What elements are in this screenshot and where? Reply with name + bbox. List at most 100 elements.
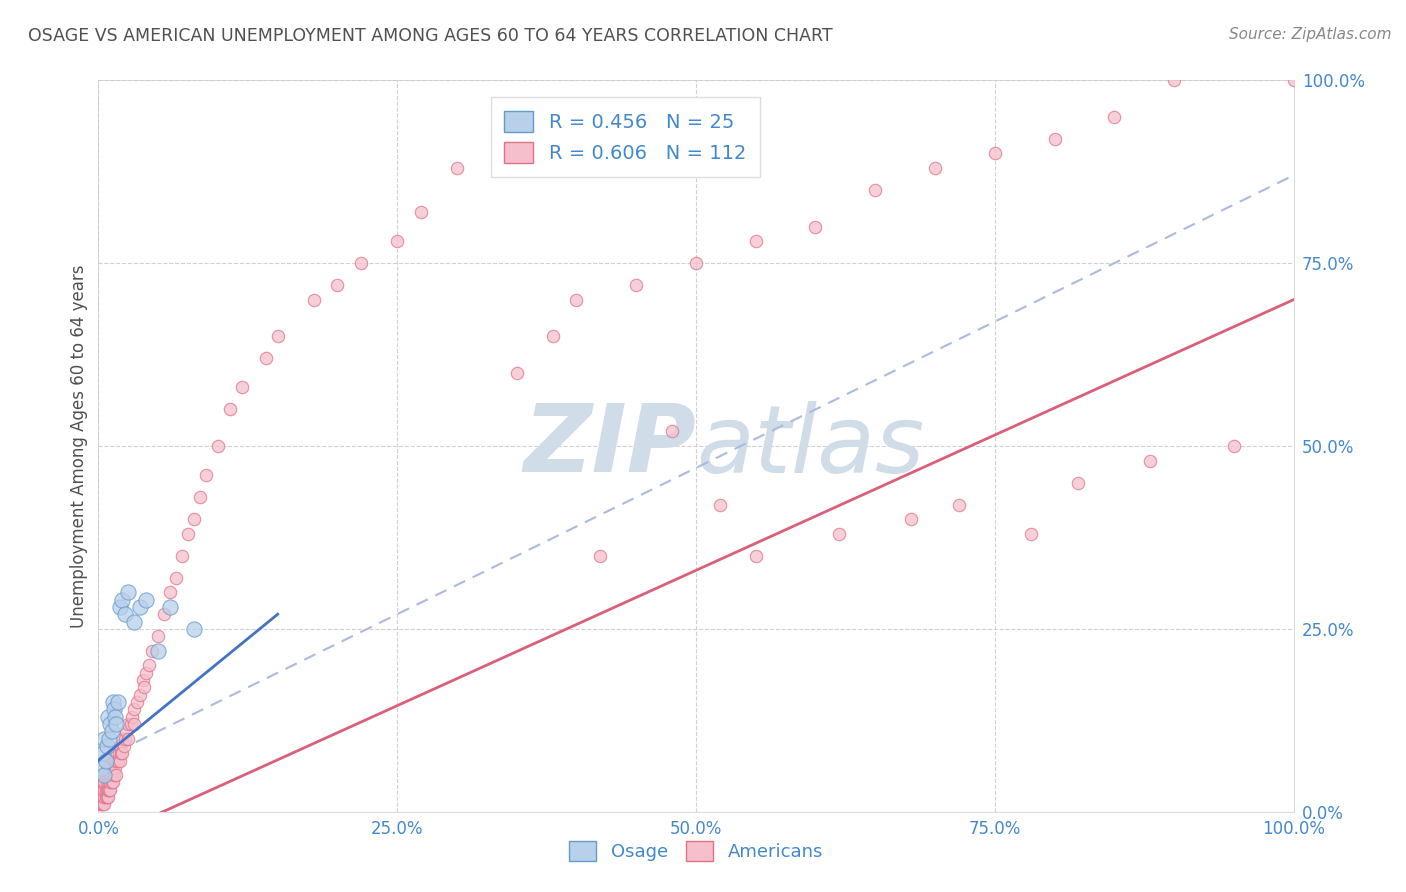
- Point: [112, 739, 135, 753]
- Point: [1102, 110, 1125, 124]
- Point: [94, 768, 117, 782]
- Point: [685, 256, 707, 270]
- Point: [93, 782, 115, 797]
- Point: [98, 782, 121, 797]
- Point: [97, 782, 120, 797]
- Point: [98, 775, 121, 789]
- Point: [91, 761, 114, 775]
- Y-axis label: Unemployment Among Ages 60 to 64 years: Unemployment Among Ages 60 to 64 years: [70, 264, 89, 628]
- Point: [117, 731, 139, 746]
- Point: [91, 782, 114, 797]
- Point: [96, 790, 118, 805]
- Point: [135, 665, 157, 680]
- Point: [96, 761, 118, 775]
- Point: [124, 615, 146, 629]
- Point: [172, 549, 194, 563]
- Point: [93, 775, 115, 789]
- Point: [117, 717, 139, 731]
- Point: [104, 709, 127, 723]
- Point: [94, 790, 117, 805]
- Point: [93, 768, 115, 782]
- Point: [111, 731, 134, 746]
- Point: [148, 629, 170, 643]
- Point: [93, 790, 115, 805]
- Point: [302, 293, 325, 307]
- Point: [385, 234, 409, 248]
- Point: [124, 702, 146, 716]
- Point: [93, 768, 115, 782]
- Point: [101, 695, 124, 709]
- Point: [165, 571, 187, 585]
- Point: [129, 599, 152, 614]
- Point: [90, 790, 112, 805]
- Legend: Osage, Americans: Osage, Americans: [562, 834, 830, 869]
- Text: atlas: atlas: [696, 401, 924, 491]
- Point: [120, 717, 142, 731]
- Point: [98, 754, 122, 768]
- Point: [254, 351, 277, 366]
- Point: [124, 717, 146, 731]
- Point: [1067, 475, 1090, 490]
- Point: [107, 754, 129, 768]
- Point: [131, 673, 153, 687]
- Point: [100, 768, 122, 782]
- Point: [91, 790, 114, 805]
- Point: [111, 592, 134, 607]
- Point: [661, 425, 683, 439]
- Point: [1043, 132, 1066, 146]
- Point: [108, 754, 131, 768]
- Point: [1163, 73, 1185, 87]
- Point: [96, 775, 118, 789]
- Point: [103, 754, 125, 768]
- Point: [103, 768, 125, 782]
- Point: [1282, 73, 1305, 87]
- Point: [129, 688, 152, 702]
- Point: [1222, 439, 1246, 453]
- Point: [105, 754, 128, 768]
- Point: [91, 782, 114, 797]
- Point: [924, 161, 946, 175]
- Text: Source: ZipAtlas.com: Source: ZipAtlas.com: [1229, 27, 1392, 42]
- Point: [98, 782, 122, 797]
- Point: [194, 468, 218, 483]
- Point: [267, 329, 290, 343]
- Point: [141, 644, 163, 658]
- Point: [97, 790, 120, 805]
- Point: [100, 775, 122, 789]
- Point: [91, 790, 114, 805]
- Point: [541, 329, 564, 343]
- Point: [132, 681, 155, 695]
- Point: [159, 599, 181, 614]
- Point: [97, 768, 120, 782]
- Point: [91, 797, 114, 812]
- Point: [745, 234, 768, 248]
- Point: [506, 366, 529, 380]
- Point: [984, 146, 1007, 161]
- Point: [101, 775, 124, 789]
- Point: [148, 644, 170, 658]
- Point: [828, 526, 851, 541]
- Point: [108, 739, 131, 753]
- Point: [94, 754, 117, 768]
- Text: OSAGE VS AMERICAN UNEMPLOYMENT AMONG AGES 60 TO 64 YEARS CORRELATION CHART: OSAGE VS AMERICAN UNEMPLOYMENT AMONG AGE…: [28, 27, 832, 45]
- Point: [105, 768, 128, 782]
- Point: [411, 205, 433, 219]
- Point: [91, 797, 114, 812]
- Point: [1139, 453, 1161, 467]
- Point: [90, 797, 112, 812]
- Point: [104, 761, 127, 775]
- Point: [89, 790, 111, 805]
- Point: [115, 724, 138, 739]
- Point: [114, 607, 136, 622]
- Point: [108, 599, 131, 614]
- Point: [89, 797, 111, 812]
- Point: [110, 746, 132, 760]
- Point: [326, 278, 349, 293]
- Point: [709, 498, 731, 512]
- Point: [107, 695, 129, 709]
- Point: [231, 380, 253, 394]
- Point: [107, 746, 129, 760]
- Point: [98, 717, 122, 731]
- Point: [101, 761, 124, 775]
- Point: [565, 293, 588, 307]
